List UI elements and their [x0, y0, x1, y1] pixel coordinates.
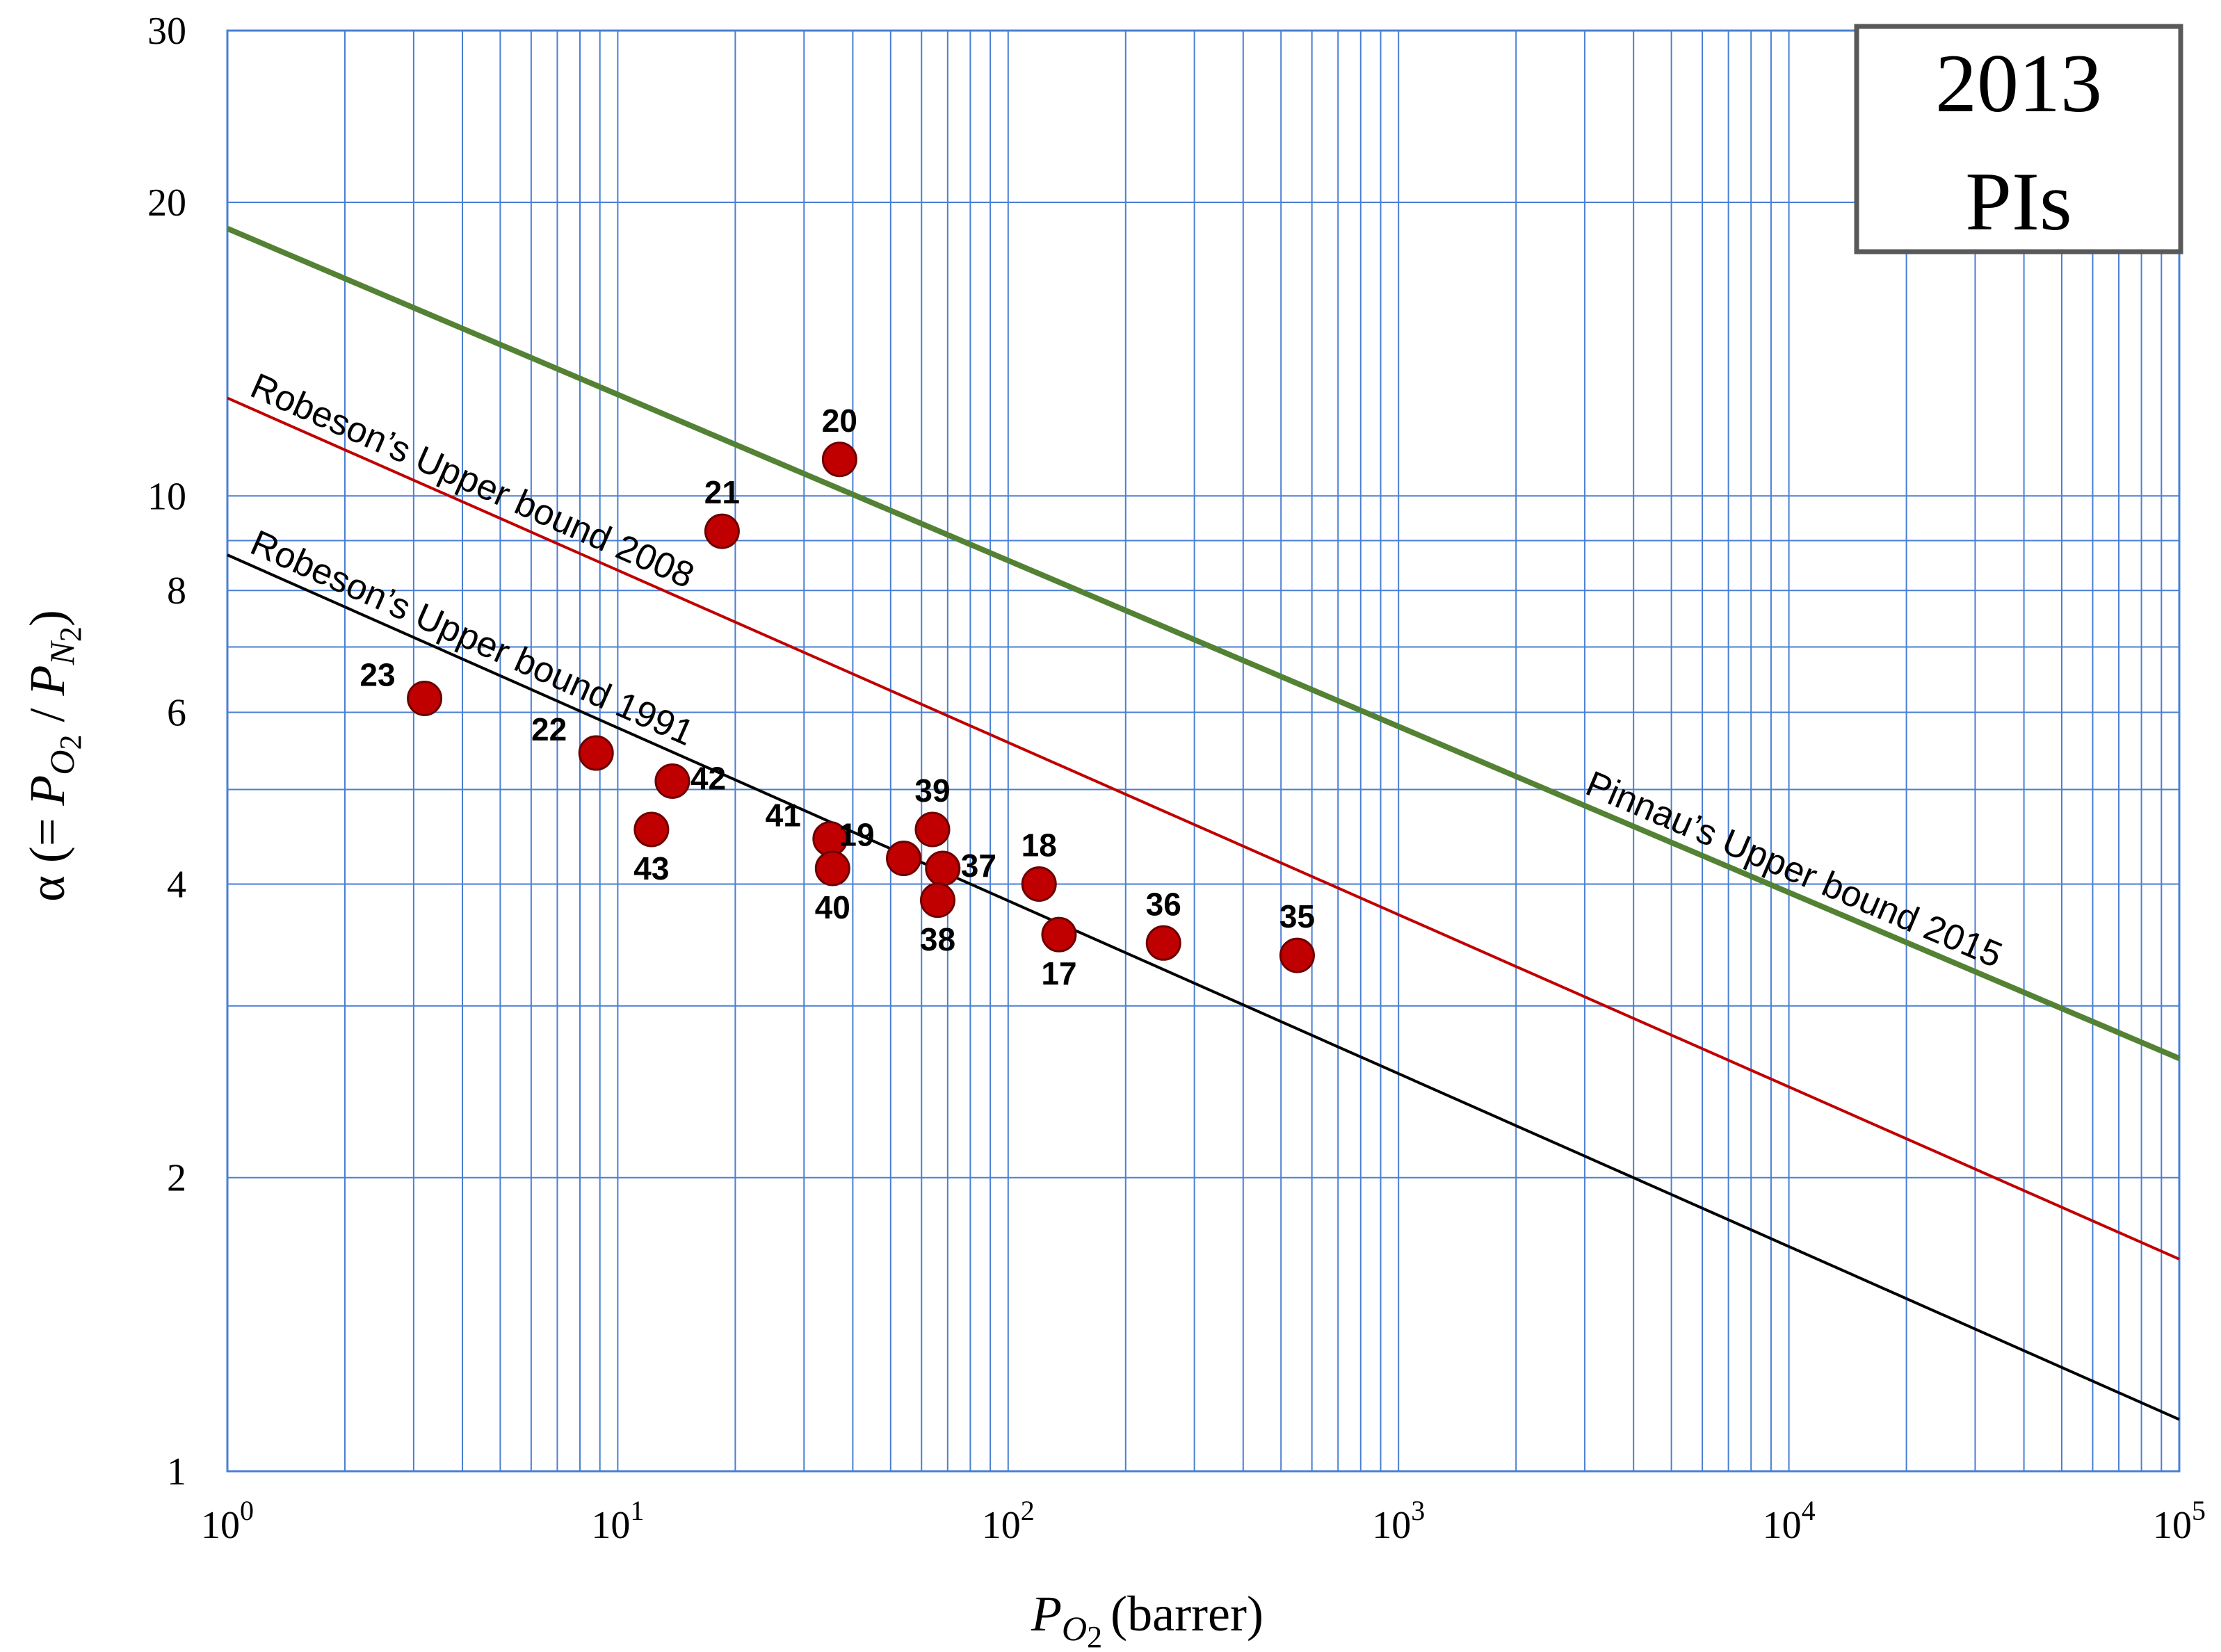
data-point-label-21: 21: [704, 474, 740, 510]
data-point-42: [654, 763, 690, 799]
badge-line2: PIs: [1965, 155, 2071, 248]
data-point-38: [919, 882, 955, 918]
data-point-35: [1279, 937, 1315, 973]
y-tick-label: 10: [147, 475, 186, 518]
data-point-label-40: 40: [815, 889, 850, 925]
x-axis-symbol: P: [1031, 1586, 1062, 1642]
data-point-label-38: 38: [920, 921, 955, 957]
data-point-37: [925, 850, 961, 886]
data-point-label-19: 19: [839, 817, 874, 853]
data-point-22: [578, 735, 614, 771]
data-point-label-23: 23: [360, 656, 395, 693]
x-axis-subscript: O: [1062, 1609, 1087, 1648]
x-axis-subsubscript: 2: [1087, 1620, 1102, 1652]
y-tick-label: 8: [167, 569, 186, 613]
badge-line1: 2013: [1935, 37, 2102, 129]
y-tick-label: 30: [147, 10, 186, 53]
y-axis-separator: /: [19, 695, 75, 734]
x-axis-title: PO2 (barrer): [1031, 1586, 1263, 1652]
data-point-label-20: 20: [822, 403, 857, 439]
y-axis-num-subsub: 2: [54, 734, 88, 750]
x-tick-label: 101: [591, 1495, 644, 1547]
data-point-36: [1145, 925, 1181, 961]
upper-bound-lines: [226, 226, 2181, 1421]
x-tick-labels: 100 101 102 103 104 105: [201, 1495, 2206, 1547]
x-tick-label: 100: [201, 1495, 254, 1547]
data-point-19: [886, 841, 922, 877]
data-point-label-43: 43: [633, 850, 669, 886]
badge: 2013 PIs: [1854, 24, 2183, 254]
y-tick-label: 4: [167, 863, 186, 906]
data-point-label-36: 36: [1146, 886, 1181, 922]
plot-border: [226, 29, 2181, 1473]
badge-box: [1854, 24, 2183, 254]
data-point-43: [633, 811, 670, 848]
x-tick-label: 104: [1763, 1495, 1816, 1547]
y-tick-labels: 1 2 4 6 8 10 20 30: [147, 10, 186, 1493]
x-tick-label: 102: [982, 1495, 1035, 1547]
upper-bound-line-3: [226, 226, 2181, 1061]
x-axis-unit: (barrer): [1110, 1586, 1263, 1642]
data-point-39: [914, 811, 951, 848]
data-point-label-37: 37: [961, 848, 996, 884]
y-tick-label: 1: [167, 1450, 186, 1493]
y-tick-label: 2: [167, 1157, 186, 1200]
data-point-label-17: 17: [1041, 955, 1076, 991]
data-point-18: [1021, 866, 1057, 902]
y-axis-den-sub: N: [42, 640, 81, 665]
y-axis-num-sub: O: [42, 750, 81, 775]
y-axis-title: α (= PO2 / PN2): [19, 610, 88, 902]
y-axis-prefix: α (=: [19, 806, 75, 902]
x-tick-label: 103: [1372, 1495, 1425, 1547]
data-point-label-35: 35: [1279, 898, 1315, 934]
y-axis-den-subsub: 2: [54, 626, 88, 642]
data-point-20: [821, 442, 857, 478]
data-point-label-18: 18: [1021, 827, 1057, 863]
y-tick-label: 20: [147, 181, 186, 225]
y-axis-suffix: ): [19, 610, 75, 626]
upper-bound-line-2: [227, 396, 2180, 1261]
data-point-label-39: 39: [914, 772, 950, 809]
data-point-23: [407, 680, 443, 716]
y-tick-label: 6: [167, 691, 186, 734]
y-axis-num-symbol: P: [19, 775, 75, 807]
data-point-labels: 20 21 23 22 42 43 41 40 19 39 37 38 18 17 36 35: [360, 403, 1315, 991]
data-point-label-41: 41: [766, 797, 801, 834]
y-axis-den-symbol: P: [19, 665, 75, 696]
data-point-label-42: 42: [690, 760, 726, 796]
data-points: [407, 442, 1315, 973]
upper-bound-line-1: [227, 553, 2180, 1421]
data-point-40: [814, 850, 850, 886]
data-point-21: [704, 513, 740, 549]
plot-frame: [226, 29, 2181, 1473]
x-tick-label: 105: [2153, 1495, 2206, 1547]
data-point-label-22: 22: [531, 711, 567, 747]
data-point-17: [1041, 916, 1077, 953]
